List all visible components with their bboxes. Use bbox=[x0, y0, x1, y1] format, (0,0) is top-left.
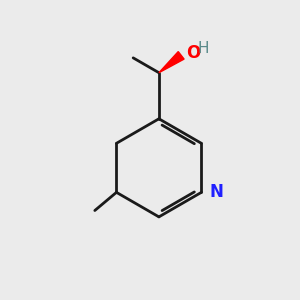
Text: O: O bbox=[187, 44, 201, 62]
Text: H: H bbox=[197, 41, 209, 56]
Polygon shape bbox=[159, 52, 184, 73]
Text: N: N bbox=[209, 183, 223, 201]
